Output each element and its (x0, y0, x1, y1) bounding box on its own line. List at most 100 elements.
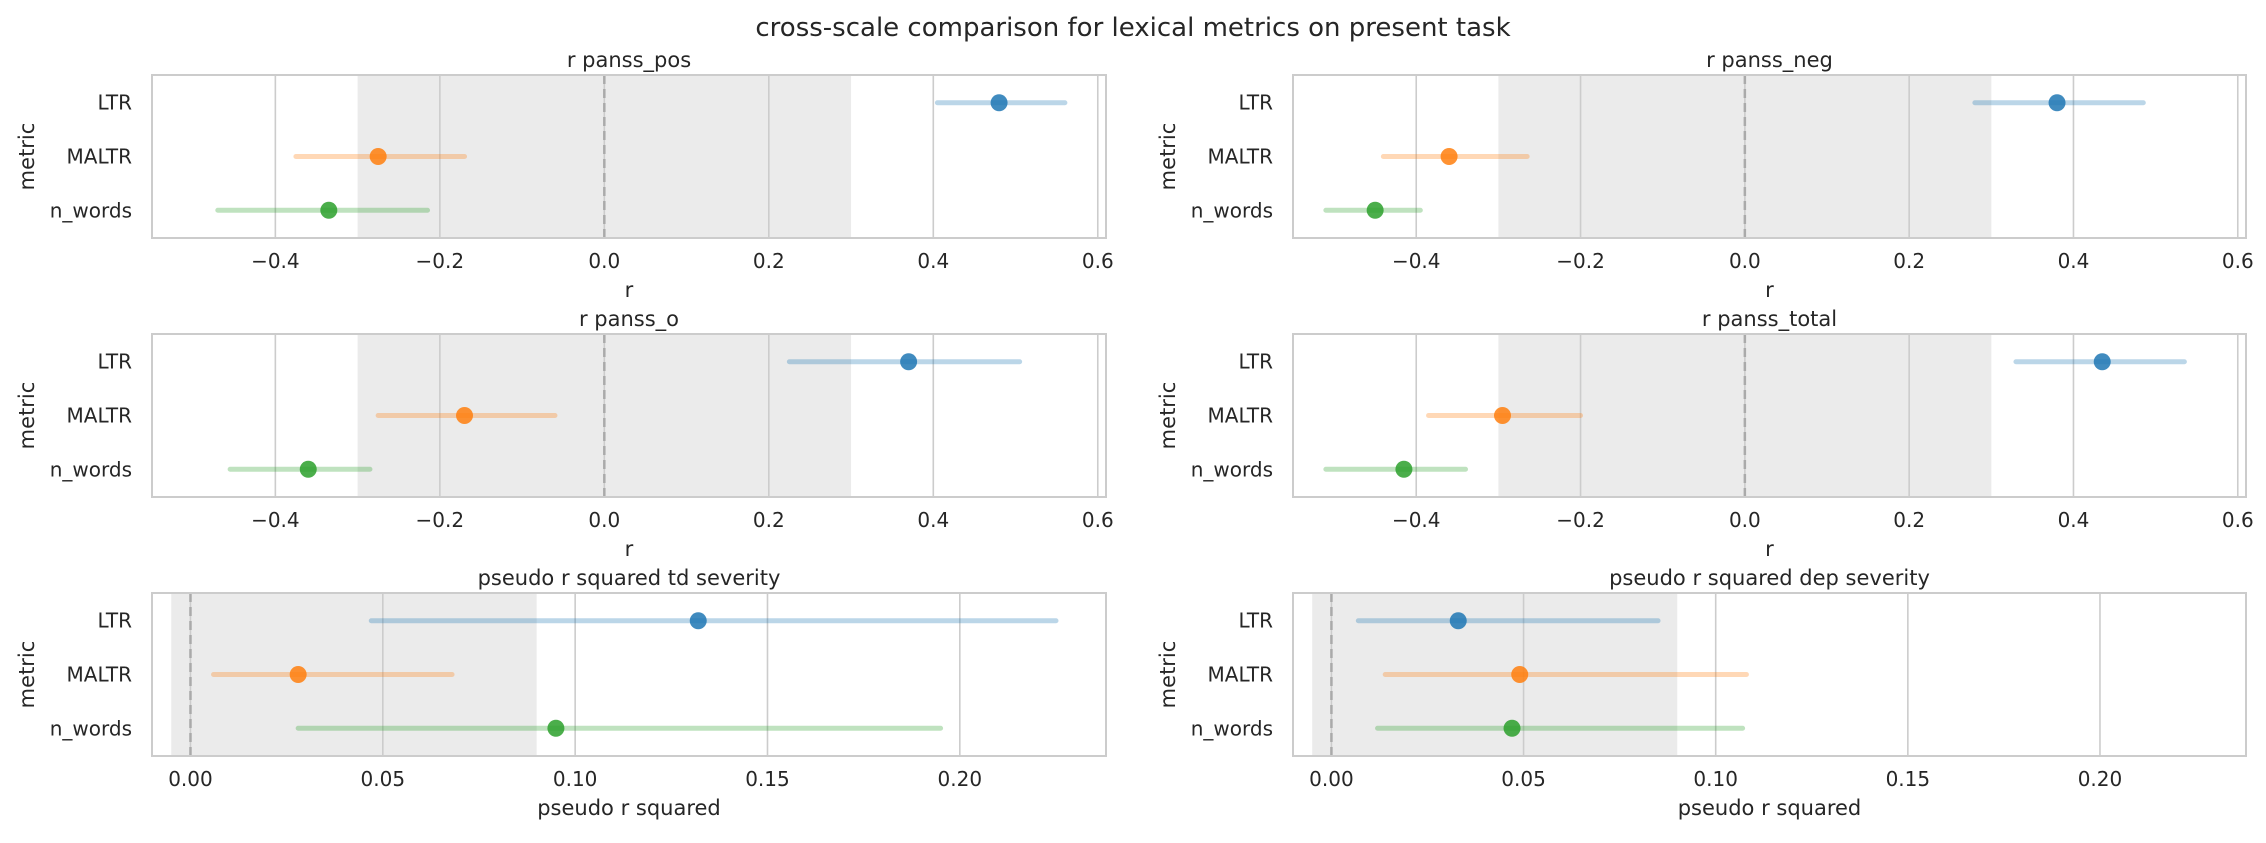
x-tick-label: 0.2 (1893, 508, 1925, 532)
y-tick-label: n_words (50, 716, 132, 740)
x-axis-label: pseudo r squared (1678, 796, 1862, 820)
x-tick-label: 0.00 (1309, 767, 1354, 791)
y-tick-label: LTR (1238, 91, 1273, 115)
x-tick-label: 0.10 (553, 767, 598, 791)
point-MALTR (1511, 666, 1529, 683)
x-axis-label: r (625, 537, 634, 561)
x-tick-label: −0.2 (416, 249, 465, 273)
y-tick-label: MALTR (1208, 404, 1274, 428)
y-axis-label: metric (1156, 123, 1180, 191)
x-tick-label: 0.6 (2222, 508, 2254, 532)
subplot-1: −0.4 −0.2 0.0 0.2 0.4 0.6 LTR MALTR n_words r pan… (15, 48, 1114, 302)
plot-frame (1292, 333, 2247, 498)
point-n_words (1503, 719, 1521, 737)
subplot-2: −0.4 −0.2 0.0 0.2 0.4 0.6 LTR MALTR n_words r pan… (1156, 48, 2254, 302)
x-tick-label: −0.4 (251, 249, 300, 273)
point-LTR (2093, 353, 2111, 371)
x-tick-label: 0.20 (2078, 767, 2123, 791)
x-tick-label: 0.2 (753, 508, 785, 532)
y-axis-label: metric (15, 123, 39, 191)
y-axis-label: metric (15, 641, 39, 709)
x-tick-label: 0.0 (1729, 508, 1761, 532)
point-n_words (299, 460, 317, 478)
x-tick-label: 0.15 (1886, 767, 1931, 791)
x-tick-label: 0.2 (1893, 249, 1925, 273)
x-axis-label: r (1765, 278, 1774, 302)
subplot-title: r panss_total (1702, 307, 1837, 332)
subplot-6: 0.00 0.05 0.10 0.15 0.20LTRMALTRn_wordspseud… (1156, 566, 2247, 820)
x-axis-label: pseudo r squared (537, 796, 721, 820)
shaded-band (1312, 593, 1678, 756)
subplot-title: r panss_neg (1706, 48, 1833, 73)
point-n_words (1366, 201, 1384, 219)
y-tick-label: MALTR (67, 663, 133, 687)
point-MALTR (369, 148, 387, 165)
point-MALTR (1440, 148, 1458, 165)
x-tick-label: −0.2 (1556, 508, 1605, 532)
subplot-title: pseudo r squared dep severity (1609, 566, 1930, 590)
plot-frame (1292, 74, 2247, 239)
y-tick-label: MALTR (67, 404, 133, 428)
plot-frame (151, 74, 1107, 239)
x-tick-label: 0.0 (588, 249, 620, 273)
subplot-title: r panss_pos (567, 48, 691, 73)
subplot-4: −0.4 −0.2 0.0 0.2 0.4 0.6 LTR MALTR n_words r pan… (1156, 307, 2254, 561)
x-tick-label: 0.2 (753, 249, 785, 273)
point-MALTR (456, 407, 474, 424)
y-tick-label: LTR (1238, 350, 1273, 374)
subplot-5: 0.00 0.05 0.10 0.15 0.20LTRMALTRn_wordspseud… (15, 566, 1107, 820)
y-tick-label: n_words (1191, 457, 1273, 481)
y-tick-label: n_words (1191, 716, 1273, 740)
x-tick-label: 0.15 (745, 767, 790, 791)
x-tick-label: 0.6 (1082, 508, 1114, 532)
subplot-3: −0.4 −0.2 0.0 0.2 0.4 0.6 LTR MALTR n_words r pan… (15, 307, 1114, 561)
y-tick-label: MALTR (1208, 145, 1274, 169)
subplot-title: r panss_o (579, 307, 679, 332)
figure-title: cross-scale comparison for lexical metri… (755, 13, 1510, 43)
y-tick-label: LTR (97, 609, 132, 633)
point-LTR (2048, 94, 2066, 112)
x-tick-label: −0.4 (251, 508, 300, 532)
y-tick-label: MALTR (67, 145, 133, 169)
point-LTR (990, 94, 1008, 112)
x-tick-label: 0.00 (168, 767, 213, 791)
plot-frame (1292, 592, 2247, 757)
x-tick-label: 0.4 (2058, 249, 2090, 273)
y-tick-label: LTR (97, 350, 132, 374)
point-LTR (1449, 612, 1467, 630)
x-tick-label: −0.4 (1392, 508, 1441, 532)
x-tick-label: −0.2 (416, 508, 465, 532)
x-tick-label: 0.20 (938, 767, 983, 791)
x-tick-label: 0.4 (917, 508, 949, 532)
plot-frame (151, 333, 1107, 498)
y-axis-label: metric (1156, 641, 1180, 709)
x-tick-label: 0.6 (1082, 249, 1114, 273)
x-tick-label: 0.4 (917, 249, 949, 273)
point-MALTR (289, 666, 307, 683)
point-n_words (547, 719, 565, 737)
x-tick-label: 0.10 (1693, 767, 1738, 791)
y-tick-label: LTR (1238, 609, 1273, 633)
point-n_words (320, 201, 338, 219)
plot-frame (151, 592, 1107, 757)
x-tick-label: 0.0 (1729, 249, 1761, 273)
point-n_words (1395, 460, 1413, 478)
x-tick-label: −0.2 (1556, 249, 1605, 273)
x-axis-label: r (625, 278, 634, 302)
y-axis-label: metric (15, 382, 39, 450)
subplot-title: pseudo r squared td severity (478, 566, 781, 590)
point-MALTR (1493, 407, 1511, 424)
y-tick-label: n_words (50, 457, 132, 481)
x-tick-label: 0.05 (1501, 767, 1546, 791)
point-LTR (689, 612, 707, 630)
x-tick-label: 0.0 (588, 508, 620, 532)
x-axis-label: r (1765, 537, 1774, 561)
y-tick-label: LTR (97, 91, 132, 115)
x-tick-label: 0.4 (2058, 508, 2090, 532)
shaded-band (171, 593, 537, 756)
x-tick-label: 0.05 (361, 767, 406, 791)
y-axis-label: metric (1156, 382, 1180, 450)
y-tick-label: n_words (50, 198, 132, 222)
